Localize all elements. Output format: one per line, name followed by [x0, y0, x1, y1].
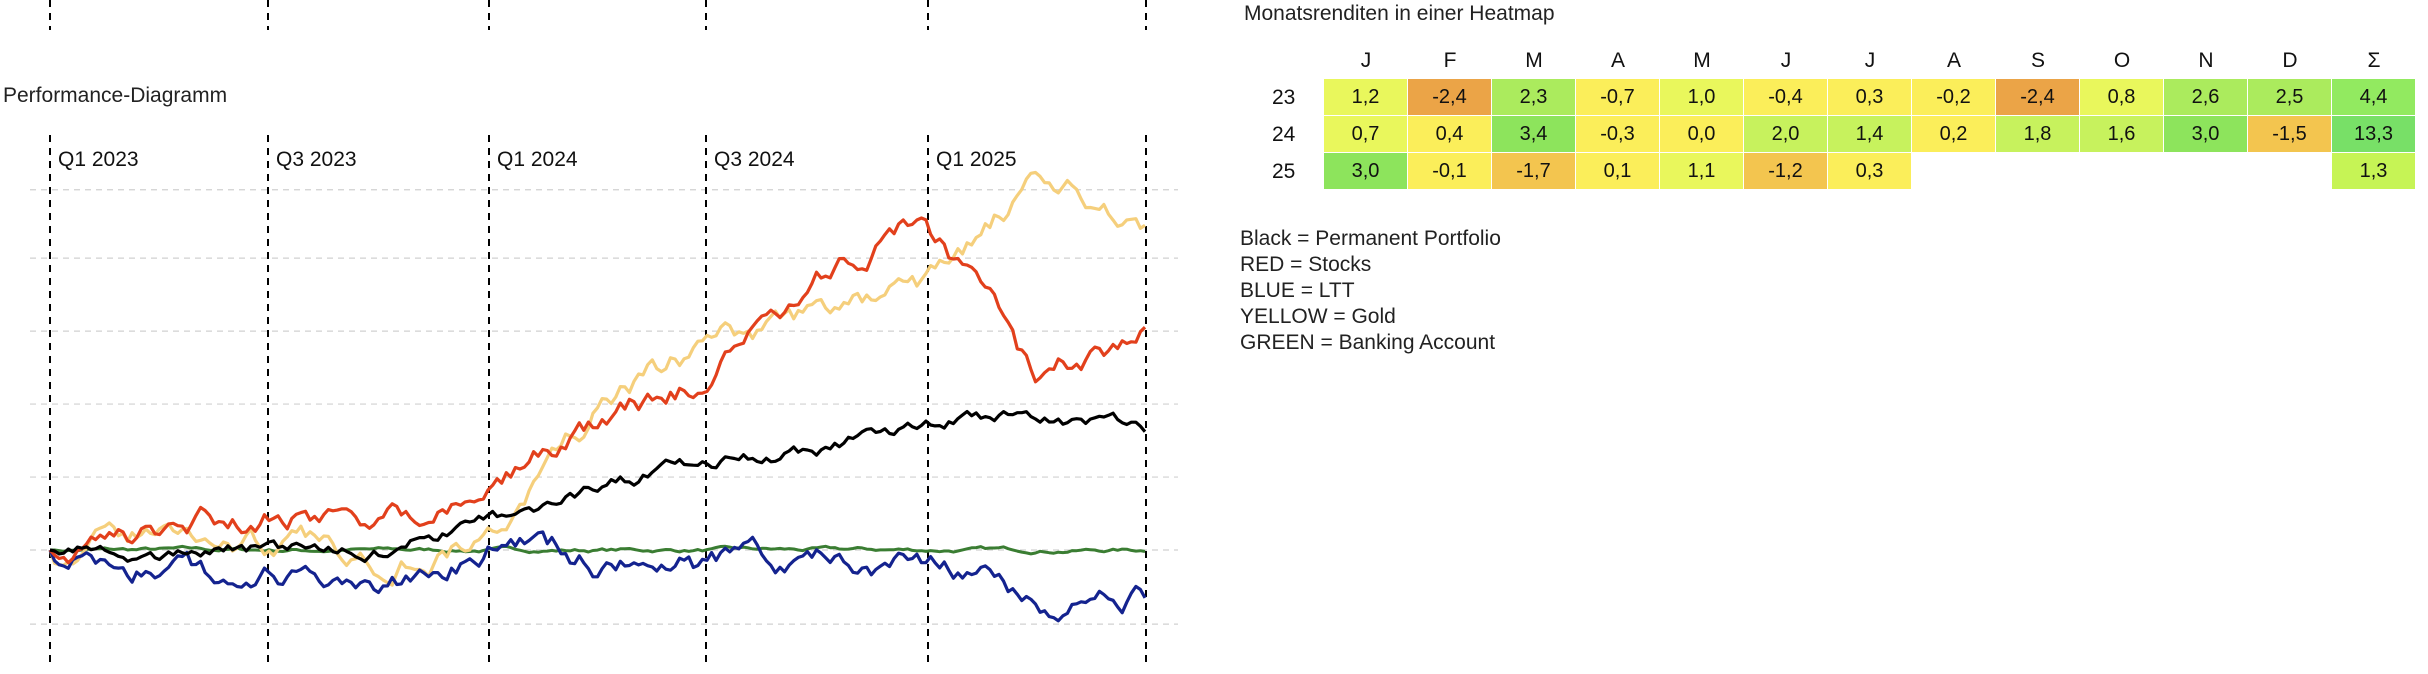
heatmap-column-header: S: [2030, 48, 2045, 72]
heatmap-cell: 3,0: [2164, 116, 2248, 153]
heatmap-row-label: 24: [1272, 122, 1296, 146]
heatmap-sum-cell: 4,4: [2332, 79, 2416, 116]
heatmap-sum-cell: 1,3: [2332, 153, 2416, 190]
heatmap-empty-cell: [1996, 153, 2080, 190]
heatmap-cell: 0,7: [1324, 116, 1408, 153]
legend-note: BLUE = LTT: [1240, 279, 1355, 302]
series-line-permanent-portfolio: [49, 409, 1147, 564]
heatmap-cell: 2,3: [1492, 79, 1576, 116]
heatmap-column-header: D: [2282, 48, 2298, 72]
heatmap-cell: -2,4: [1996, 79, 2080, 116]
performance-chart-title: Performance-Diagramm: [3, 84, 228, 107]
heatmap-cell: -0,7: [1576, 79, 1660, 116]
heatmap-cell: 0,4: [1408, 116, 1492, 153]
heatmap-empty-cell: [2248, 153, 2332, 190]
heatmap-cell: -1,2: [1744, 153, 1828, 190]
heatmap-cell: 2,0: [1744, 116, 1828, 153]
heatmap-cell: -0,4: [1744, 79, 1828, 116]
x-tick-label: Q1 2023: [58, 148, 139, 171]
heatmap-column-header: F: [1443, 48, 1457, 72]
heatmap-column-header: M: [1525, 48, 1543, 72]
heatmap-cell: 3,0: [1324, 153, 1408, 190]
heatmap-cell: -1,7: [1492, 153, 1576, 190]
legend-note: YELLOW = Gold: [1240, 305, 1396, 328]
heatmap-cell: 1,8: [1996, 116, 2080, 153]
heatmap-cell: 1,1: [1660, 153, 1744, 190]
heatmap-column-header: O: [2113, 48, 2131, 72]
heatmap-cell: -0,2: [1912, 79, 1996, 116]
x-tick-labels: Q1 2023 Q3 2023 Q1 2024 Q3 2024 Q1 2025: [58, 148, 1017, 171]
heatmap-cell: 0,3: [1828, 153, 1912, 190]
heatmap-row-label: 25: [1272, 159, 1296, 183]
legend-note: GREEN = Banking Account: [1240, 331, 1496, 354]
heatmap-sum-cell: 13,3: [2332, 116, 2416, 153]
series-line-stocks: [48, 216, 1147, 565]
heatmap-corner: [1264, 42, 1324, 79]
heatmap-empty-cell: [2164, 153, 2248, 190]
heatmap-cell: 0,0: [1660, 116, 1744, 153]
quarter-lines: [49, 0, 1147, 665]
heatmap-cell: 1,4: [1828, 116, 1912, 153]
x-tick-label: Q3 2023: [276, 148, 357, 171]
x-tick-label: Q3 2024: [714, 148, 795, 171]
series-lines: [48, 170, 1147, 623]
heatmap-column-header: J: [1864, 48, 1876, 72]
heatmap-column-header: Σ: [2367, 48, 2381, 72]
heatmap-column-header: N: [2198, 48, 2214, 72]
heatmap-cell: 0,3: [1828, 79, 1912, 116]
heatmap-empty-cell: [1912, 153, 1996, 190]
heatmap-column-header: J: [1780, 48, 1792, 72]
heatmap-column-header: M: [1693, 48, 1711, 72]
x-tick-label: Q1 2024: [497, 148, 578, 171]
chart-grid: [30, 189, 1178, 625]
heatmap-row-label: 23: [1272, 85, 1296, 109]
x-tick-label: Q1 2025: [936, 148, 1017, 171]
legend-note: Black = Permanent Portfolio: [1240, 227, 1501, 250]
performance-chart: Q1 2023 Q3 2023 Q1 2024 Q3 2024 Q1 2025: [30, 0, 1178, 665]
heatmap-cell: -2,4: [1408, 79, 1492, 116]
series-line-ltt: [48, 530, 1147, 623]
heatmap-cell: -0,3: [1576, 116, 1660, 153]
series-legend-notes: Black = Permanent Portfolio RED = Stocks B…: [1240, 226, 1501, 356]
heatmap-column-header: A: [1946, 48, 1961, 72]
heatmap-cell: 1,2: [1324, 79, 1408, 116]
heatmap-title: Monatsrenditen in einer Heatmap: [1244, 2, 1555, 25]
heatmap-grid: J F M A M J J A S O N D Σ 23 1,2 -2,4 2,3 -0,7 1,0 -0,4 0,3-…: [1264, 42, 2416, 190]
heatmap-cell: 0,2: [1912, 116, 1996, 153]
heatmap-empty-cell: [2080, 153, 2164, 190]
heatmap-column-header: A: [1610, 48, 1625, 72]
heatmap-cell: 3,4: [1492, 116, 1576, 153]
heatmap-cell: 1,0: [1660, 79, 1744, 116]
heatmap-column-header: J: [1360, 48, 1372, 72]
heatmap-cell: -0,1: [1408, 153, 1492, 190]
heatmap-cell: 0,1: [1576, 153, 1660, 190]
heatmap-cell: 2,5: [2248, 79, 2332, 116]
monthly-returns-heatmap: J F M A M J J A S O N D Σ 23 1,2 -2,4 2,3 -0,7 1,0 -0,4 0,3-…: [1264, 42, 2416, 190]
heatmap-cell: -1,5: [2248, 116, 2332, 153]
heatmap-cell: 2,6: [2164, 79, 2248, 116]
heatmap-cell: 0,8: [2080, 79, 2164, 116]
legend-note: RED = Stocks: [1240, 253, 1372, 276]
heatmap-cell: 1,6: [2080, 116, 2164, 153]
